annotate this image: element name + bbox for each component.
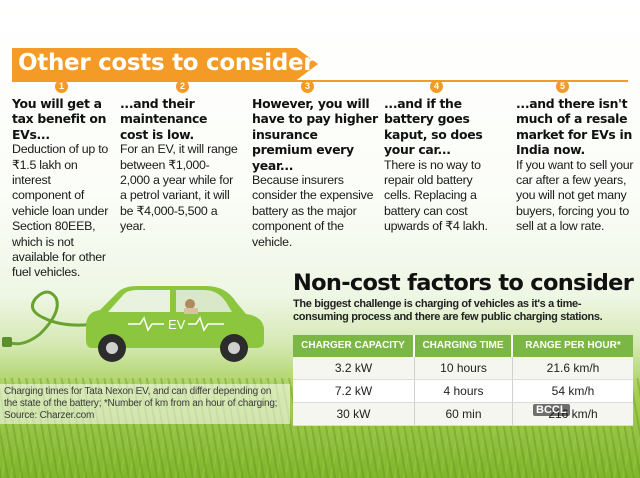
point-2-body: For an EV, it will range between ₹1,000-… [120, 142, 238, 234]
header-divider [12, 80, 628, 82]
point-4-heading: ...and if the battery goes kaput, so doe… [384, 96, 483, 158]
driver-body [184, 308, 198, 314]
step-number-3: 3 [301, 80, 314, 93]
header-range-per-hour: RANGE PER HOUR* [513, 335, 633, 357]
table-row: 7.2 kW 4 hours 54 km/h [293, 380, 633, 403]
header-charging-time: CHARGING TIME [415, 335, 513, 357]
electric-car-illustration: EV [2, 286, 264, 362]
charging-table: CHARGER CAPACITY CHARGING TIME RANGE PER… [293, 335, 633, 426]
point-1-body: Deduction of up to ₹1.5 lakh on interest… [12, 142, 109, 280]
page-title: Other costs to consider [18, 50, 315, 76]
point-3: However, you will have to pay higher ins… [252, 96, 378, 250]
point-1: You will get a tax benefit on EVs... Ded… [12, 96, 112, 281]
cell-range: 216 km/h [548, 407, 598, 421]
point-5-body: If you want to sell your car after a few… [516, 157, 634, 234]
header-charger-capacity: CHARGER CAPACITY [293, 335, 415, 357]
driver-head [185, 299, 195, 309]
step-number-1: 1 [55, 80, 68, 93]
point-4: ...and if the battery goes kaput, so doe… [384, 96, 502, 235]
source-footnote: Charging times for Tata Nexon EV, and ca… [0, 384, 290, 424]
cable-icon [7, 290, 97, 346]
cell-capacity: 7.2 kW [293, 380, 415, 402]
point-2: ...and their maintenance cost is low. Fo… [120, 96, 238, 235]
point-5: ...and there isn't much of a resale mark… [516, 96, 634, 235]
cell-range: 54 km/h [551, 384, 595, 398]
step-number-5: 5 [556, 80, 569, 93]
point-2-heading: ...and their maintenance cost is low. [120, 96, 208, 142]
title-banner [12, 48, 318, 80]
table-body: 3.2 kW 10 hours 21.6 km/h 7.2 kW 4 hours… [293, 357, 633, 426]
bccl-watermark: BCCL [533, 404, 570, 416]
noncost-subtitle: The biggest challenge is charging of veh… [293, 298, 603, 323]
cell-capacity: 3.2 kW [293, 357, 415, 379]
step-number-2: 2 [176, 80, 189, 93]
cell-capacity: 30 kW [293, 403, 415, 425]
point-3-body: Because insurers consider the expensive … [252, 173, 374, 249]
cell-time: 10 hours [415, 357, 513, 379]
car-ev-label: EV [168, 317, 186, 332]
noncost-title: Non-cost factors to consider [293, 270, 634, 296]
table-header: CHARGER CAPACITY CHARGING TIME RANGE PER… [293, 335, 633, 357]
car-window-front [108, 290, 170, 312]
cell-time: 4 hours [415, 380, 513, 402]
point-3-heading: However, you will have to pay higher ins… [252, 96, 378, 173]
table-row: 30 kW 60 min 216 km/h [293, 403, 633, 426]
table-row: 3.2 kW 10 hours 21.6 km/h [293, 357, 633, 380]
cell-time: 60 min [415, 403, 513, 425]
point-5-heading: ...and there isn't much of a resale mark… [516, 96, 632, 158]
cell-range: 21.6 km/h [546, 361, 600, 375]
plug-icon [2, 337, 12, 347]
point-4-body: There is no way to repair old battery ce… [384, 157, 488, 234]
point-1-heading: You will get a tax benefit on EVs... [12, 96, 107, 142]
step-number-4: 4 [430, 80, 443, 93]
